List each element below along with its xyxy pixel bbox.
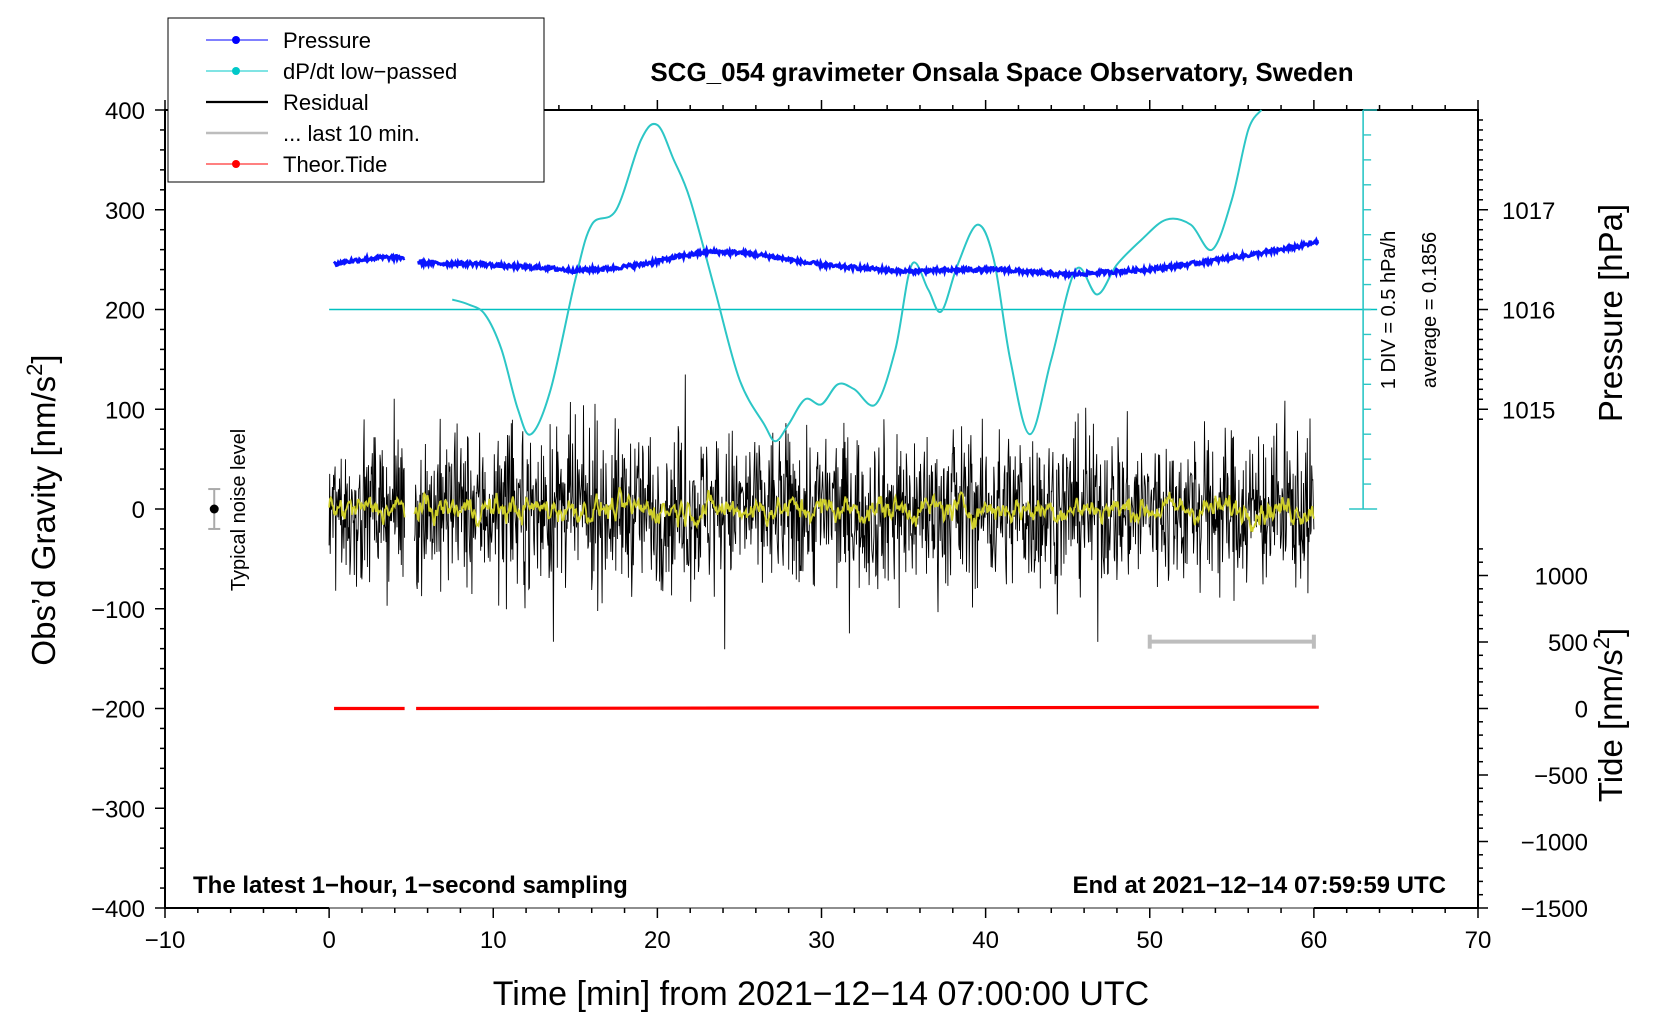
legend-label: Theor.Tide	[283, 152, 387, 177]
y-axis-label-pressure: Pressure [hPa]	[1592, 204, 1629, 422]
y-tick-label: 100	[105, 397, 145, 424]
legend-label: Pressure	[283, 28, 371, 53]
y-axis-tide: 1000 500 0 −500 −1000 −1500	[1478, 548, 1588, 923]
y-tick-label: −400	[91, 896, 145, 923]
chart-title: SCG_054 gravimeter Onsala Space Observat…	[650, 57, 1353, 87]
tide-tick-label: −1500	[1521, 896, 1588, 923]
pressure-tick-label: 1017	[1502, 198, 1555, 225]
y-axis-label-tide: Tide [nm/s2]	[1589, 628, 1629, 802]
y-tick-label: 0	[132, 497, 145, 524]
series-residual-smoothed	[328, 486, 1315, 533]
legend-label: ... last 10 min.	[283, 121, 420, 146]
y-axis-label-left: Obs’d Gravity [nm/s2]	[22, 354, 62, 665]
dpdt-scale-layer	[1349, 109, 1378, 510]
y-tick-label: 400	[105, 98, 145, 125]
legend-marker	[232, 36, 240, 44]
y-label-tide-close: ]	[1592, 628, 1629, 637]
last10-bar-layer	[1147, 634, 1316, 649]
y-tick-label: 300	[105, 198, 145, 225]
x-tick-label: 20	[644, 927, 671, 954]
series-tide-b	[416, 705, 1319, 711]
y-tick-label: −100	[91, 597, 145, 624]
y-tick-label: 200	[105, 298, 145, 325]
legend-label: Residual	[283, 90, 369, 115]
legend: Pressure dP/dt low−passed Residual ... last…	[167, 17, 545, 183]
x-tick-label: 40	[972, 927, 999, 954]
pressure-tick-label: 1016	[1502, 298, 1555, 325]
y-label-left-close: ]	[25, 354, 62, 363]
annotation-bottom-left: The latest 1−hour, 1−second sampling	[193, 872, 628, 899]
annotation-bottom-right: End at 2021−12−14 07:59:59 UTC	[1072, 872, 1446, 899]
series-pressure	[332, 236, 1320, 282]
dpdt-average-label: average = 0.1856	[1419, 232, 1441, 388]
smoothed-residual-layer	[328, 486, 1315, 533]
y-label-left-sup: 2	[22, 364, 47, 376]
tide-tick-label: 500	[1548, 630, 1588, 657]
series-residual	[328, 374, 1315, 650]
x-tick-label: −10	[145, 927, 186, 954]
y-axis-left: 400 300 200 100 0 −100 −200 −300 −400	[91, 98, 165, 923]
y-tick-label: −300	[91, 796, 145, 823]
x-tick-label: 0	[322, 927, 335, 954]
y-label-tide-sup: 2	[1589, 637, 1614, 649]
tide-tick-label: 1000	[1535, 564, 1588, 591]
legend-label: dP/dt low−passed	[283, 59, 457, 84]
x-tick-label: 60	[1301, 927, 1328, 954]
noise-marker-point	[209, 504, 219, 514]
y-axis-pressure: 1017 1016 1015	[1478, 119, 1555, 424]
legend-marker	[232, 160, 240, 168]
tide-layer	[334, 705, 1319, 711]
y-label-tide-main: Tide [nm/s	[1592, 649, 1629, 802]
y-tick-label: −200	[91, 697, 145, 724]
x-axis-label: Time [min] from 2021−12−14 07:00:00 UTC	[493, 975, 1149, 1013]
dpdt-div-label: 1 DIV = 0.5 hPa/h	[1378, 231, 1400, 389]
legend-marker	[232, 67, 240, 75]
noise-marker-layer	[208, 488, 221, 530]
x-tick-label: 10	[480, 927, 507, 954]
x-tick-label: 30	[808, 927, 835, 954]
x-axis: −10 0 10 20 30 40 50 60 70	[145, 100, 1492, 954]
x-tick-label: 50	[1136, 927, 1163, 954]
tide-tick-label: 0	[1575, 697, 1588, 724]
legend-box	[167, 17, 545, 183]
pressure-tick-label: 1015	[1502, 397, 1555, 424]
tide-tick-label: −1000	[1521, 830, 1588, 857]
tide-tick-label: −500	[1534, 763, 1588, 790]
y-label-left-main: Obs’d Gravity [nm/s	[25, 376, 62, 666]
x-tick-label: 70	[1465, 927, 1492, 954]
residual-layer	[328, 374, 1315, 650]
pressure-layer	[332, 236, 1320, 282]
noise-level-label: Typical noise level	[228, 429, 250, 591]
